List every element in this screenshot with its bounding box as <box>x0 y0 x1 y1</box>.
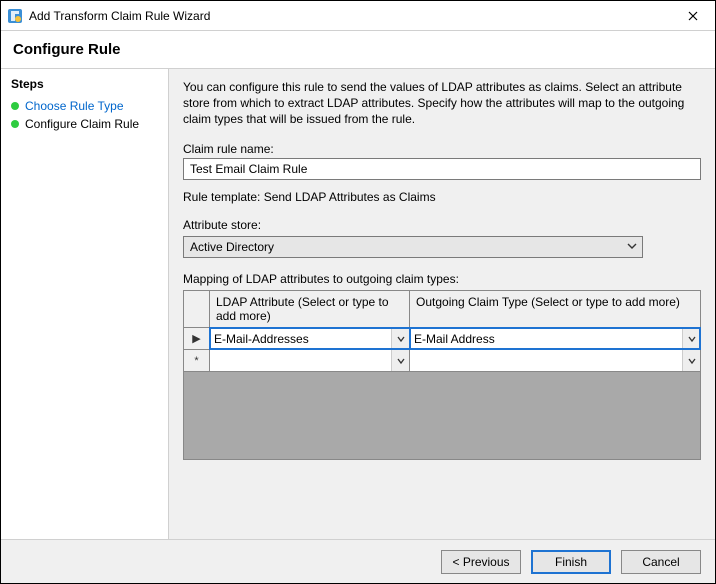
main-panel: You can configure this rule to send the … <box>169 69 715 539</box>
body: Steps Choose Rule Type Configure Claim R… <box>1 68 715 539</box>
dropdown-button[interactable] <box>682 328 700 349</box>
step-choose-rule-type[interactable]: Choose Rule Type <box>11 97 158 115</box>
claim-rule-name-label: Claim rule name: <box>183 142 701 156</box>
step-bullet-icon <box>11 120 19 128</box>
attribute-store-select[interactable]: Active Directory <box>183 236 643 258</box>
chevron-down-icon <box>396 334 406 344</box>
dropdown-button[interactable] <box>682 350 700 371</box>
cell-ldap[interactable]: E-Mail-Addresses <box>210 328 410 349</box>
attribute-store-value: Active Directory <box>190 240 274 254</box>
app-icon <box>7 8 23 24</box>
cell-claim-value: E-Mail Address <box>410 332 682 346</box>
cell-claim[interactable] <box>410 350 700 371</box>
title-bar: Add Transform Claim Rule Wizard <box>1 1 715 31</box>
grid-col-ldap: LDAP Attribute (Select or type to add mo… <box>210 291 410 328</box>
attribute-store-label: Attribute store: <box>183 218 701 232</box>
mapping-label: Mapping of LDAP attributes to outgoing c… <box>183 272 701 286</box>
cell-ldap-value: E-Mail-Addresses <box>210 332 391 346</box>
mapping-grid: LDAP Attribute (Select or type to add mo… <box>183 290 701 460</box>
window-title: Add Transform Claim Rule Wizard <box>29 9 671 23</box>
grid-row[interactable]: ▶ E-Mail-Addresses E-Mail Address <box>184 328 700 350</box>
steps-title: Steps <box>11 77 158 91</box>
row-indicator-icon: * <box>184 350 210 371</box>
close-button[interactable] <box>671 1 715 31</box>
row-indicator-icon: ▶ <box>184 328 210 349</box>
dropdown-button[interactable] <box>391 350 409 371</box>
header: Configure Rule <box>1 31 715 68</box>
description-text: You can configure this rule to send the … <box>183 79 701 128</box>
close-icon <box>688 11 698 21</box>
page-title: Configure Rule <box>13 41 703 58</box>
footer: < Previous Finish Cancel <box>1 539 715 583</box>
cell-ldap[interactable] <box>210 350 410 371</box>
step-bullet-icon <box>11 102 19 110</box>
rule-template-text: Rule template: Send LDAP Attributes as C… <box>183 190 701 204</box>
wizard-window: Add Transform Claim Rule Wizard Configur… <box>0 0 716 584</box>
chevron-down-icon <box>396 356 406 366</box>
finish-button[interactable]: Finish <box>531 550 611 574</box>
chevron-down-icon <box>687 334 697 344</box>
cancel-button[interactable]: Cancel <box>621 550 701 574</box>
grid-corner <box>184 291 210 328</box>
previous-button[interactable]: < Previous <box>441 550 521 574</box>
claim-rule-name-input[interactable] <box>183 158 701 180</box>
steps-sidebar: Steps Choose Rule Type Configure Claim R… <box>1 69 169 539</box>
chevron-down-icon <box>625 239 639 253</box>
step-configure-claim-rule[interactable]: Configure Claim Rule <box>11 115 158 133</box>
step-label: Choose Rule Type <box>25 99 124 113</box>
grid-row[interactable]: * <box>184 350 700 372</box>
grid-header: LDAP Attribute (Select or type to add mo… <box>184 291 700 329</box>
chevron-down-icon <box>687 356 697 366</box>
grid-col-claim: Outgoing Claim Type (Select or type to a… <box>410 291 700 328</box>
step-label: Configure Claim Rule <box>25 117 139 131</box>
dropdown-button[interactable] <box>391 328 409 349</box>
cell-claim[interactable]: E-Mail Address <box>410 328 700 349</box>
